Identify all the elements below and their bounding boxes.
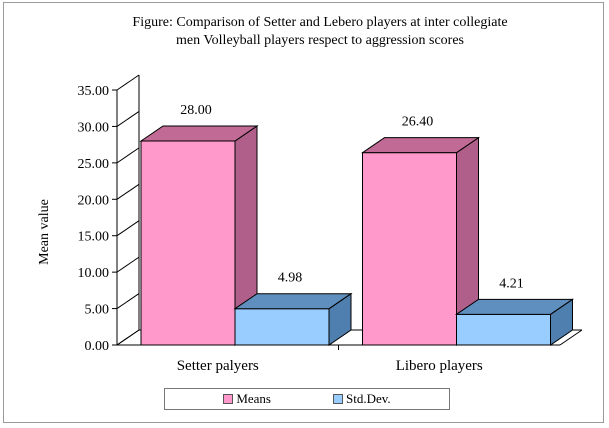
legend-item-std-dev: Std.Dev. bbox=[333, 391, 391, 407]
y-tick-diagonal bbox=[116, 74, 140, 91]
y-tick-label: 30.00 bbox=[78, 120, 110, 135]
x-tick-label: Libero players bbox=[396, 358, 483, 374]
bar-top bbox=[233, 293, 353, 310]
legend-swatch-std-dev bbox=[333, 394, 343, 404]
chart-title-line-2: men Volleyball players respect to aggres… bbox=[176, 33, 464, 48]
legend-label-std-dev: Std.Dev. bbox=[346, 391, 391, 406]
y-tick-diagonal bbox=[116, 183, 140, 200]
y-tick-diagonal bbox=[116, 329, 140, 346]
bar-top bbox=[139, 125, 259, 142]
y-tick-label: 0.00 bbox=[85, 339, 110, 354]
bar-front-stddev bbox=[456, 313, 551, 346]
y-tick-diagonal bbox=[116, 293, 140, 309]
y-tick-diagonal bbox=[116, 147, 140, 164]
legend: Means Std.Dev. bbox=[164, 388, 450, 410]
y-axis-label: Mean value bbox=[37, 199, 52, 265]
y-tick-label: 20.00 bbox=[78, 193, 110, 208]
data-label: 28.00 bbox=[180, 103, 212, 118]
data-label: 4.98 bbox=[278, 271, 303, 286]
chart-frame bbox=[3, 2, 604, 423]
y-tick-label: 25.00 bbox=[78, 157, 110, 172]
y-tick-label: 5.00 bbox=[85, 303, 110, 318]
bar-front-stddev bbox=[234, 308, 330, 346]
data-label: 26.40 bbox=[402, 115, 434, 130]
y-tick-diagonal bbox=[116, 111, 140, 127]
bar-top bbox=[454, 298, 575, 315]
chart-title-line-1: Figure: Comparison of Setter and Lebero … bbox=[132, 15, 508, 30]
legend-item-means: Means bbox=[223, 391, 271, 407]
y-tick-diagonal bbox=[116, 220, 140, 237]
bar-top bbox=[360, 137, 481, 154]
floor-right-edge bbox=[559, 329, 583, 346]
data-label: 4.21 bbox=[499, 276, 524, 291]
bar-front-means bbox=[140, 140, 236, 346]
y-tick-label: 15.00 bbox=[78, 230, 110, 245]
legend-label-means: Means bbox=[236, 391, 271, 406]
y-tick-label: 10.00 bbox=[78, 266, 110, 281]
bar-front-means bbox=[362, 152, 457, 346]
y-tick-diagonal bbox=[116, 256, 140, 273]
x-tick-label: Setter palyers bbox=[177, 358, 259, 374]
legend-swatch-means bbox=[223, 394, 234, 404]
y-tick-label: 35.00 bbox=[78, 84, 110, 99]
